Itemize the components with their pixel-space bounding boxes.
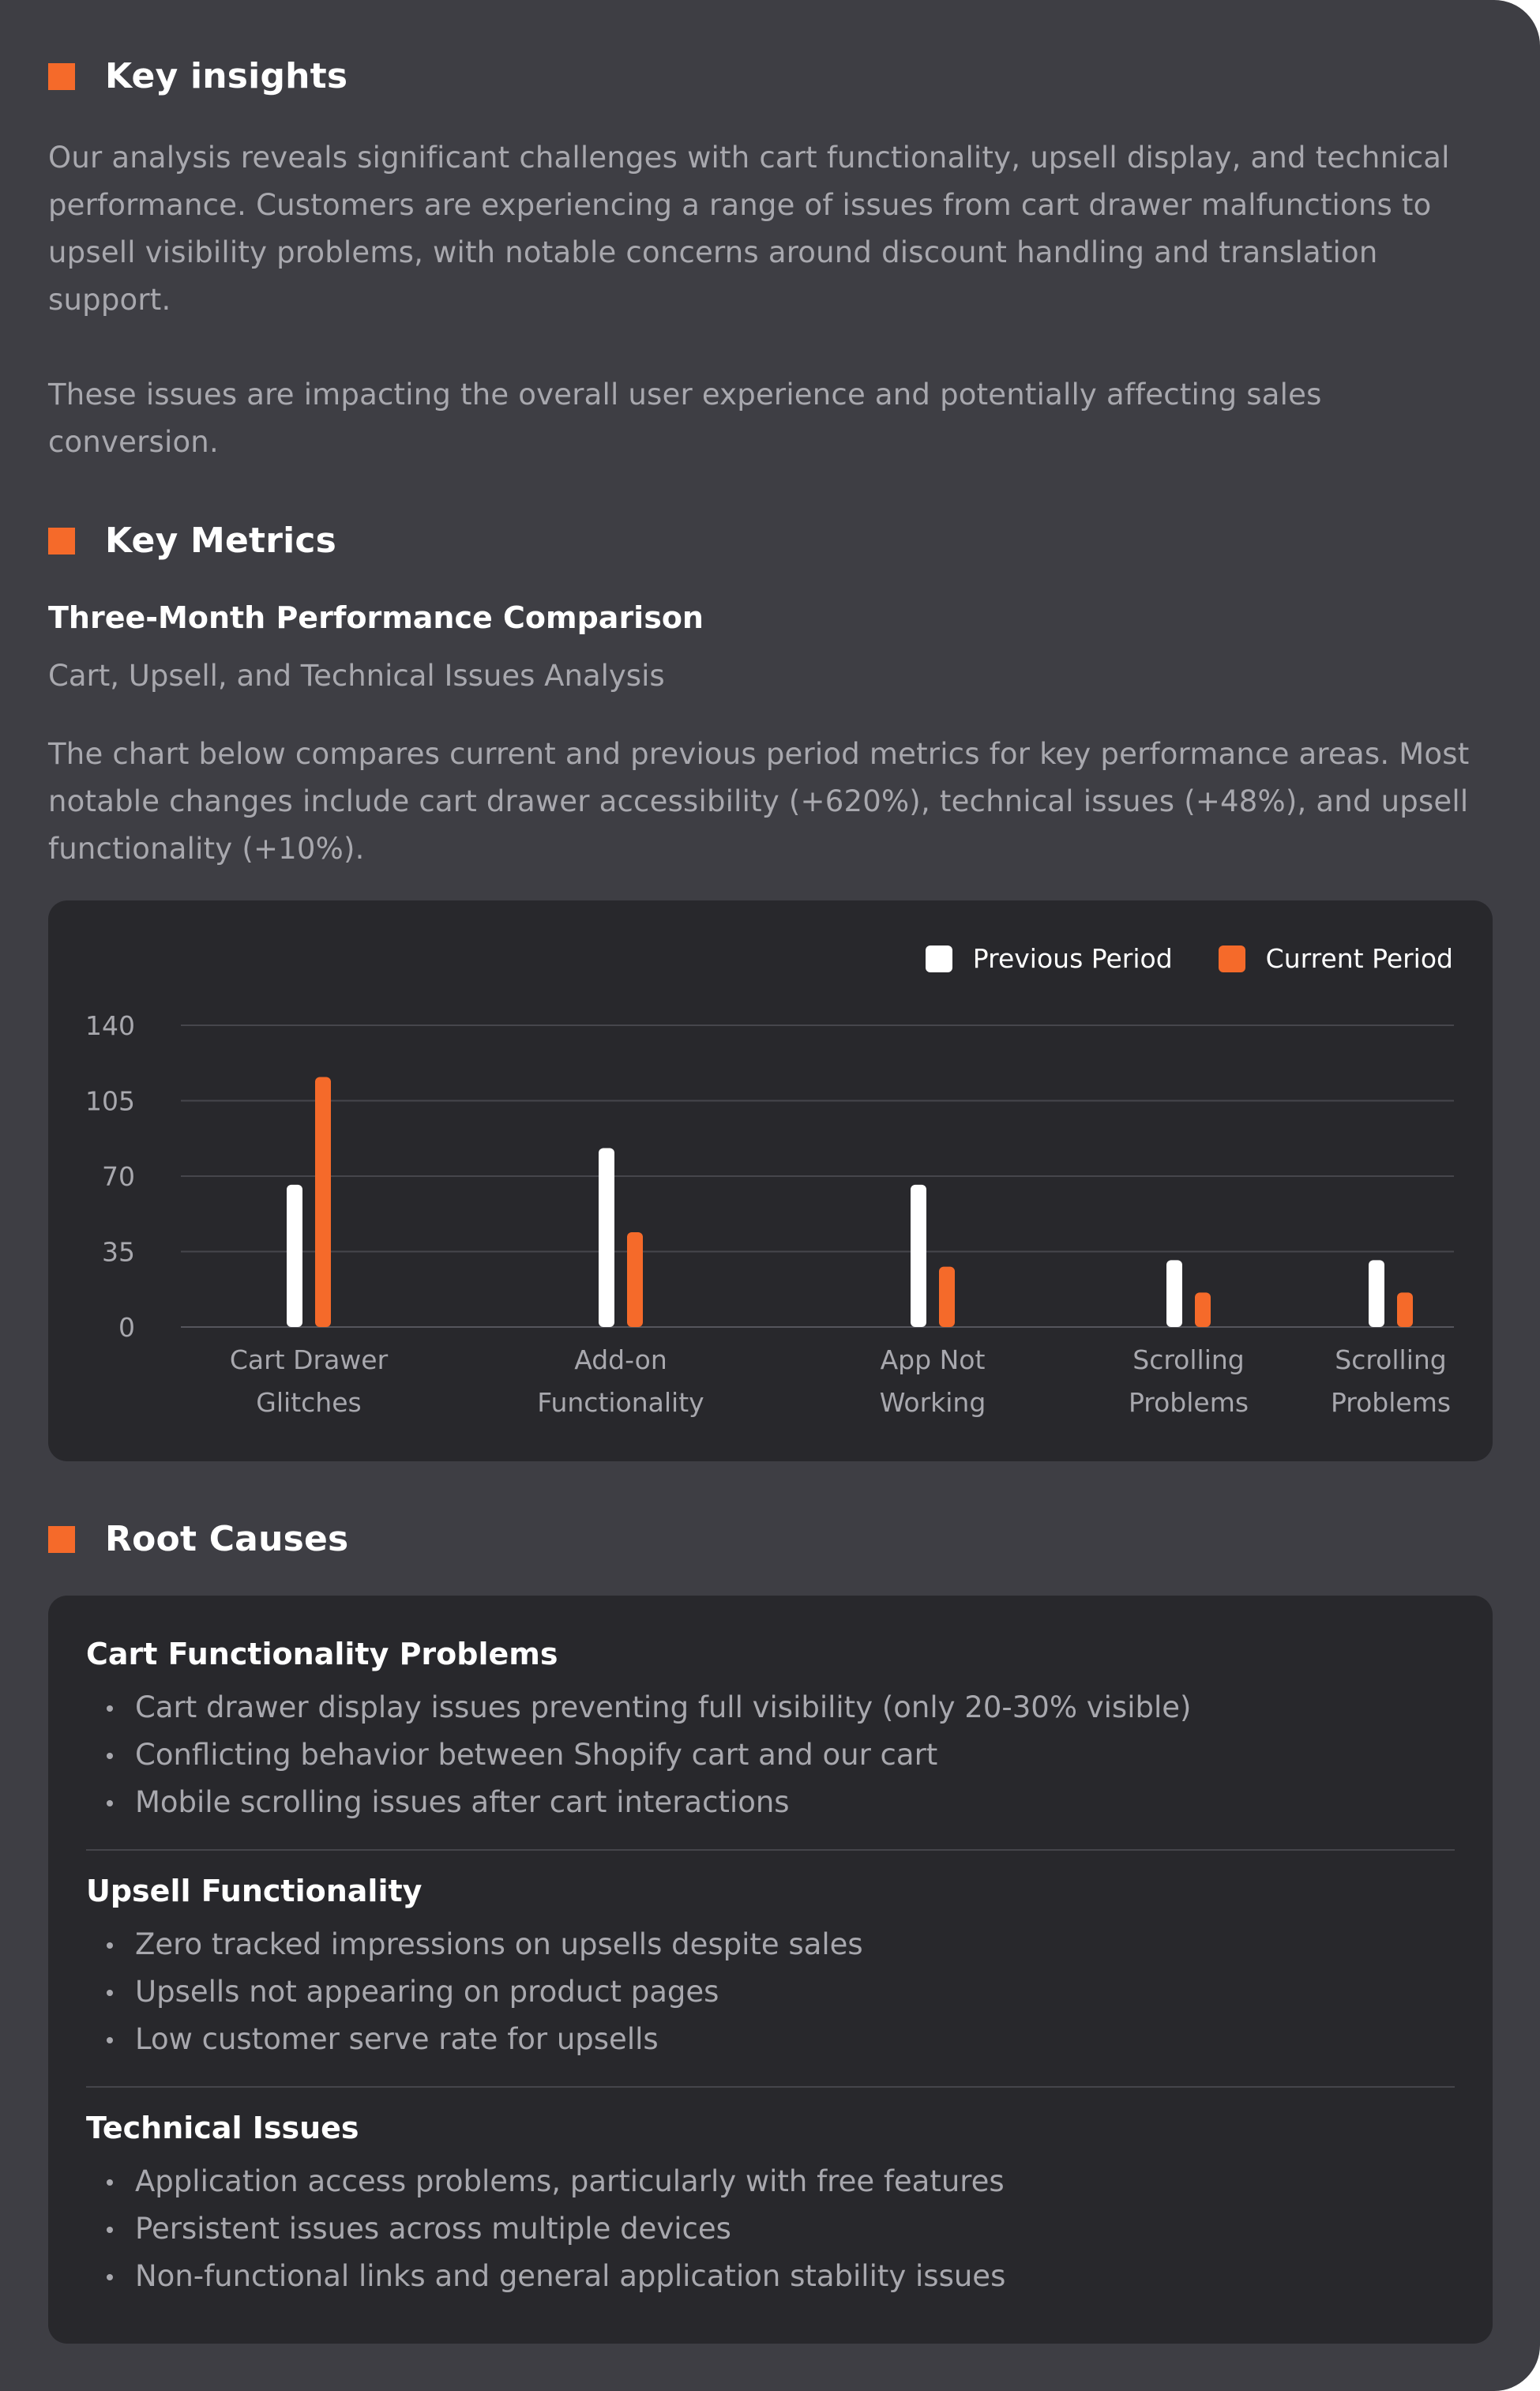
list-item: Mobile scrolling issues after cart inter…	[86, 1779, 1455, 1826]
x-tick-label: Problems	[1331, 1387, 1451, 1418]
cause-group-title: Technical Issues	[86, 2111, 359, 2145]
key-insights-paragraph-2: These issues are impacting the overall u…	[48, 378, 1322, 459]
x-tick-label: Add-on	[574, 1344, 667, 1375]
legend-item-current[interactable]: Current Period	[1218, 943, 1453, 974]
x-tick-label: Cart Drawer	[230, 1344, 389, 1375]
root-causes-title: Root Causes	[105, 1519, 349, 1559]
list-item: Application access problems, particularl…	[86, 2158, 1455, 2205]
list-item: Persistent issues across multiple device…	[86, 2205, 1455, 2253]
cause-group-upsell: Upsell Functionality Zero tracked impres…	[86, 1870, 1455, 2063]
chart-title: Three-Month Performance Comparison	[48, 600, 704, 635]
key-insights-paragraph-1: Our analysis reveals significant challen…	[48, 141, 1450, 317]
list-item: Low customer serve rate for upsells	[86, 2016, 1455, 2063]
x-tick-label: Scrolling	[1132, 1344, 1245, 1375]
list-item: Upsells not appearing on product pages	[86, 1968, 1455, 2016]
y-tick-label: 0	[118, 1312, 135, 1343]
x-tick-label: Working	[880, 1387, 986, 1418]
chart-panel: 0 35 70 105 140 Cart Drawer Glitches Add-on Func…	[48, 900, 1493, 1461]
cause-group-title: Upsell Functionality	[86, 1874, 423, 1908]
y-tick-label: 35	[102, 1237, 135, 1268]
root-causes-panel: Cart Functionality Problems Cart drawer …	[48, 1596, 1493, 2344]
bar-previous	[911, 1184, 926, 1327]
y-tick-label: 105	[85, 1086, 135, 1117]
key-insights-title: Key insights	[105, 56, 348, 96]
cause-group-technical: Technical Issues Application access prob…	[86, 2107, 1455, 2300]
x-tick-label: Functionality	[537, 1387, 704, 1418]
key-metrics-title: Key Metrics	[105, 521, 337, 561]
bar-current	[627, 1231, 643, 1327]
y-tick-label: 70	[102, 1161, 135, 1192]
section-marker-icon	[48, 527, 75, 555]
y-tick-label: 140	[85, 1010, 135, 1041]
x-tick-label: Problems	[1129, 1387, 1249, 1418]
root-causes-header: Root Causes	[48, 1519, 348, 1559]
cause-group-cart: Cart Functionality Problems Cart drawer …	[86, 1633, 1455, 1826]
bar-chart: 0 35 70 105 140 Cart Drawer Glitches Add-on Func…	[85, 1010, 1454, 1418]
x-tick-label: App Not	[881, 1344, 986, 1375]
bar-current	[1195, 1292, 1211, 1327]
chart-subtitle: Cart, Upsell, and Technical Issues Analy…	[48, 659, 665, 693]
legend-swatch-current	[1218, 945, 1245, 972]
key-metrics-header: Key Metrics	[48, 521, 336, 561]
divider	[86, 2086, 1455, 2088]
bar-current	[939, 1266, 955, 1327]
bar-current	[315, 1077, 331, 1327]
legend-item-previous[interactable]: Previous Period	[925, 943, 1173, 974]
divider	[86, 1849, 1455, 1851]
cause-list: Zero tracked impressions on upsells desp…	[86, 1921, 1455, 2063]
list-item: Conflicting behavior between Shopify car…	[86, 1731, 1455, 1779]
x-tick-label: Scrolling	[1335, 1344, 1447, 1375]
bar-current	[1397, 1292, 1413, 1327]
key-insights-header: Key insights	[48, 56, 347, 96]
list-item: Zero tracked impressions on upsells desp…	[86, 1921, 1455, 1968]
x-tick-label: Glitches	[256, 1387, 361, 1418]
bar-previous	[599, 1148, 614, 1327]
legend-label-previous: Previous Period	[972, 943, 1173, 974]
key-metrics-description: The chart below compares current and pre…	[48, 737, 1470, 866]
list-item: Cart drawer display issues preventing fu…	[86, 1684, 1455, 1731]
legend-swatch-previous	[925, 945, 952, 972]
cause-group-title: Cart Functionality Problems	[86, 1637, 558, 1671]
chart-legend: Previous Period Current Period	[925, 943, 1453, 974]
bar-previous	[1369, 1260, 1384, 1327]
bar-previous	[1166, 1260, 1182, 1327]
cause-list: Cart drawer display issues preventing fu…	[86, 1684, 1455, 1826]
legend-label-current: Current Period	[1265, 943, 1453, 974]
bar-previous	[287, 1184, 302, 1327]
section-marker-icon	[48, 62, 75, 90]
cause-list: Application access problems, particularl…	[86, 2158, 1455, 2300]
section-marker-icon	[48, 1525, 75, 1553]
list-item: Non-functional links and general applica…	[86, 2253, 1455, 2300]
